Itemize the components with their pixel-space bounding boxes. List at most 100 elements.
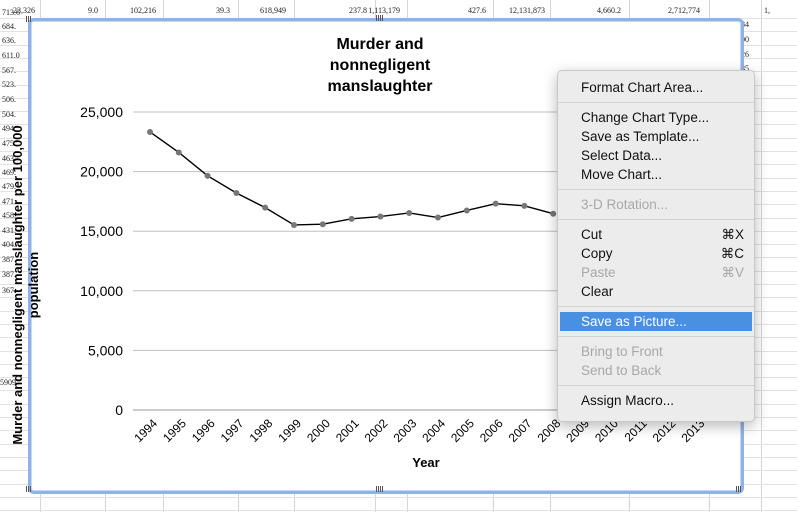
x-tick-label: 2006 (477, 416, 506, 445)
menu-item-select-data[interactable]: Select Data... (558, 146, 754, 165)
menu-item-shortcut: ⌘V (721, 265, 744, 280)
chart-title-line: nonnegligent (329, 57, 431, 74)
cell[interactable]: 471. (2, 197, 16, 206)
x-tick-label: 2005 (448, 416, 477, 445)
cell[interactable]: 713.6 (2, 8, 20, 17)
x-tick-label: 2007 (506, 416, 535, 445)
cell[interactable]: 39.3 (216, 6, 230, 15)
cell[interactable]: 469. (2, 168, 16, 177)
cell[interactable]: 618,949 (260, 6, 286, 15)
menu-item-bring-to-front[interactable]: Bring to Front (558, 342, 754, 361)
cell[interactable]: 12,131,873 (509, 6, 545, 15)
menu-item-copy[interactable]: Copy ⌘C (558, 244, 754, 263)
menu-item-shortcut: ⌘X (721, 227, 744, 242)
cell[interactable]: 2,712,774 (668, 6, 700, 15)
series-line (149, 131, 554, 226)
cell[interactable]: 479. (2, 182, 16, 191)
cell[interactable]: 504. (2, 110, 16, 119)
data-point (291, 221, 297, 228)
chart-resize-handle-bottom-right[interactable] (736, 486, 742, 492)
menu-item-assign-macro[interactable]: Assign Macro... (558, 391, 754, 410)
menu-item-label: Format Chart Area... (581, 80, 704, 95)
cell[interactable]: 636. (2, 36, 16, 45)
chart-title[interactable]: Murder and nonnegligent manslaughter (290, 34, 470, 97)
cell[interactable]: 102,216 (130, 6, 156, 15)
cell[interactable]: 1,113,179 (368, 6, 400, 15)
cell[interactable]: 4,660.2 (597, 6, 621, 15)
cell[interactable]: 684. (2, 22, 16, 31)
menu-separator (558, 385, 754, 386)
chart-resize-handle-bottom-left[interactable] (26, 486, 32, 492)
cell[interactable]: 1, (764, 6, 770, 15)
y-tick-label: 20,000 (80, 164, 123, 180)
cell[interactable]: 23,326 (13, 6, 35, 15)
menu-item-paste[interactable]: Paste ⌘V (558, 263, 754, 282)
cell[interactable]: 494. (2, 124, 16, 133)
menu-item-cut[interactable]: Cut ⌘X (558, 225, 754, 244)
row-gridline (0, 510, 797, 511)
cell[interactable]: 611.0 (2, 51, 20, 60)
cell[interactable]: 9.0 (88, 6, 98, 15)
x-tick-label: 2003 (391, 416, 420, 445)
cell[interactable]: 387. (2, 255, 16, 264)
menu-separator (558, 189, 754, 190)
chart-resize-handle-bottom[interactable] (376, 486, 384, 492)
data-point (435, 214, 441, 221)
data-point (406, 209, 413, 216)
y-tick-label: 5,000 (88, 342, 123, 358)
menu-item-label: Cut (581, 227, 603, 242)
menu-separator (558, 102, 754, 103)
cell[interactable]: 367. (2, 286, 16, 295)
x-tick-label: 1994 (131, 416, 160, 445)
menu-item-clear[interactable]: Clear (558, 282, 754, 301)
x-axis-title[interactable]: Year (412, 455, 440, 470)
menu-item-shortcut: ⌘C (720, 246, 744, 261)
menu-item-save-as-picture[interactable]: Save as Picture... (560, 312, 752, 331)
cell[interactable]: 458. (2, 211, 16, 220)
x-tick-label: 2000 (304, 416, 333, 445)
menu-item-send-to-back[interactable]: Send to Back (558, 361, 754, 380)
cell[interactable]: 567. (2, 66, 16, 75)
menu-item-3-d-rotation[interactable]: 3-D Rotation... (558, 195, 754, 214)
menu-item-label: Assign Macro... (581, 393, 675, 408)
data-point (492, 200, 499, 207)
x-tick-label: 1999 (275, 416, 304, 445)
x-tick-label: 1995 (160, 416, 189, 445)
menu-item-move-chart[interactable]: Move Chart... (558, 165, 754, 184)
x-tick-label: 2002 (362, 416, 391, 445)
x-tick-label: 1997 (218, 416, 247, 445)
menu-item-format-chart-area[interactable]: Format Chart Area... (558, 78, 754, 97)
menu-separator (558, 306, 754, 307)
cell[interactable]: 463. (2, 154, 16, 163)
menu-item-label: Copy (581, 246, 613, 261)
y-axis-title[interactable]: Murder and nonnegligent manslaughter per… (10, 125, 41, 445)
x-tick-label: 2001 (333, 416, 362, 445)
row-gridline (0, 497, 797, 498)
y-tick-label: 10,000 (80, 283, 123, 299)
cell[interactable]: 427.6 (468, 6, 486, 15)
cell[interactable]: 404. (2, 240, 16, 249)
menu-item-label: 3-D Rotation... (581, 197, 669, 212)
y-tick-label: 0 (115, 402, 123, 418)
cell[interactable]: 523. (2, 80, 16, 89)
menu-item-label: Move Chart... (581, 167, 663, 182)
data-point (262, 204, 269, 211)
column-gridline (761, 0, 762, 512)
x-tick-label: 1998 (247, 416, 276, 445)
menu-item-label: Select Data... (581, 148, 663, 163)
data-point (147, 128, 153, 135)
cell[interactable]: 506. (2, 95, 16, 104)
menu-item-save-as-template[interactable]: Save as Template... (558, 127, 754, 146)
cell[interactable]: 475. (2, 139, 16, 148)
cell[interactable]: 237.8 (349, 6, 367, 15)
cell[interactable]: 5909 (0, 378, 16, 387)
cell[interactable]: 387. (2, 270, 16, 279)
chart-title-line: manslaughter (327, 78, 433, 95)
chart-resize-handle-top-left[interactable] (26, 16, 32, 22)
menu-item-change-chart-type[interactable]: Change Chart Type... (558, 108, 754, 127)
menu-separator (558, 336, 754, 337)
chart-resize-handle-top[interactable] (376, 15, 384, 21)
cell[interactable]: 431. (2, 226, 16, 235)
x-tick-label: 2004 (419, 416, 448, 445)
